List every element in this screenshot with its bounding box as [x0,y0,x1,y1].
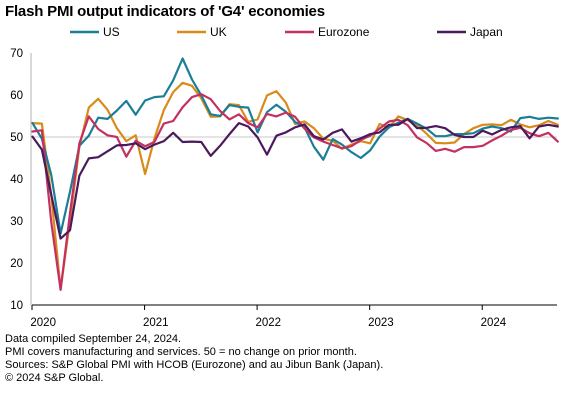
x-tick-label: 2023 [368,317,394,329]
y-tick-label: 20 [10,258,23,270]
y-tick-label: 30 [10,216,23,228]
footnote-sources: Sources: S&P Global PMI with HCOB (Euroz… [5,359,384,371]
y-tick-label: 50 [10,132,23,144]
chart-title: Flash PMI output indicators of 'G4' econ… [5,3,325,20]
y-tick-label: 70 [10,48,23,60]
x-tick-label: 2024 [481,317,507,329]
legend-label-us: US [103,25,120,39]
x-tick-label: 2020 [30,317,56,329]
legend-label-uk: UK [210,25,227,39]
legend: US UK Eurozone Japan [70,25,503,39]
x-tick-label: 2021 [143,317,169,329]
series-line-japan [31,117,559,240]
y-axis: 10 20 30 40 50 60 70 [10,48,557,312]
series-line-us [31,57,559,235]
footnote-copyright: © 2024 S&P Global. [5,372,104,384]
y-tick-label: 60 [10,90,23,102]
y-tick-label: 10 [10,300,23,312]
series-line-eurozone [31,93,559,291]
y-tick-label: 40 [10,174,23,186]
footnote-date: Data compiled September 24, 2024. [5,333,182,345]
legend-label-eurozone: Eurozone [318,25,370,39]
x-tick-label: 2022 [256,317,282,329]
x-axis: 2020 2021 2022 2023 2024 [30,304,557,329]
legend-label-japan: Japan [470,25,503,39]
footnote-coverage: PMI covers manufacturing and services. 5… [5,346,357,358]
series-lines [31,57,559,291]
series-line-uk [31,81,559,291]
footnotes: Data compiled September 24, 2024. PMI co… [5,333,383,385]
